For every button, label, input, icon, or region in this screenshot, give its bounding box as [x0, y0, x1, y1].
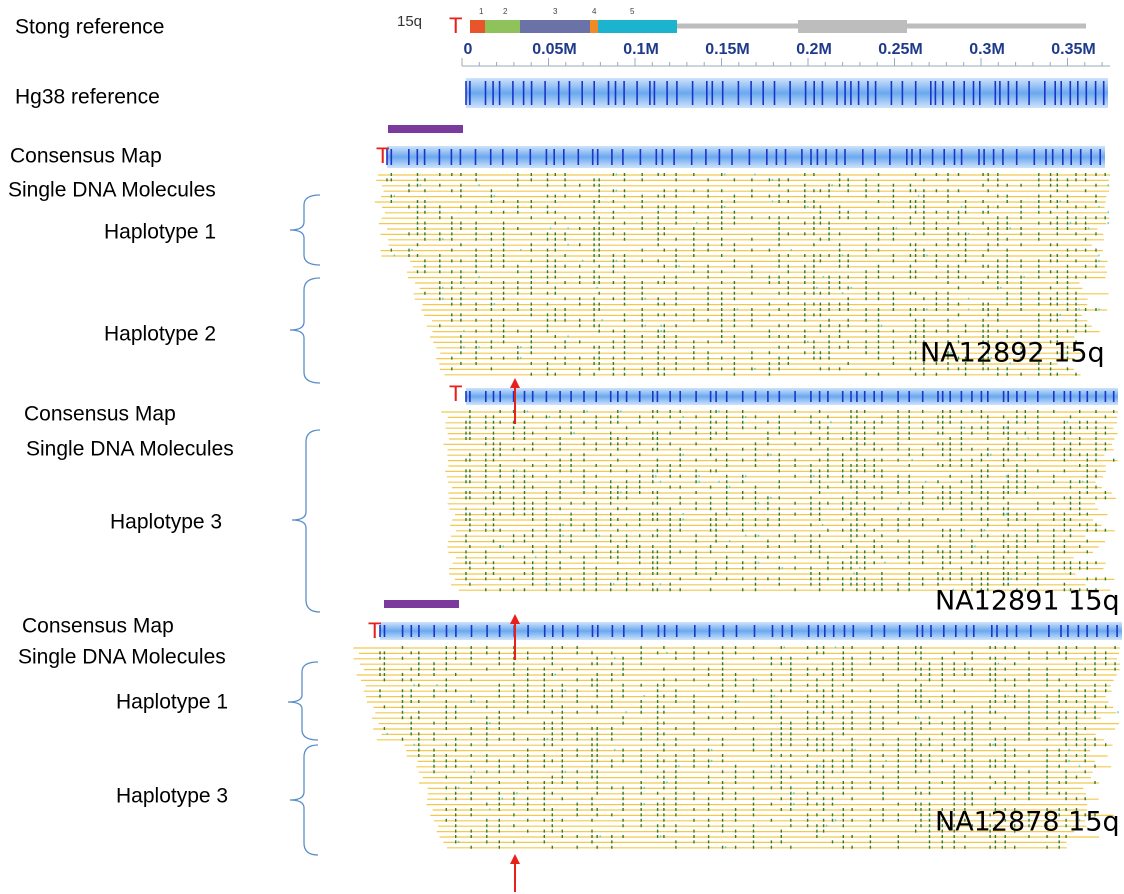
segment-label: 3 — [553, 7, 558, 16]
telomere: T — [449, 381, 462, 406]
map-bar — [380, 622, 1122, 640]
axis-tick-label: 0.35M — [1051, 41, 1095, 58]
consensus-label: Consensus Map — [22, 615, 174, 638]
axis-tick-label: 0 — [464, 41, 473, 58]
haplotype-label: Haplotype 3 — [110, 511, 222, 534]
segment-label: 5 — [630, 7, 635, 16]
stong-bar — [470, 20, 1086, 33]
sample-label: NA12878 15q — [935, 807, 1120, 838]
molecules-label: Single DNA Molecules — [8, 179, 216, 202]
molecules-label: Single DNA Molecules — [18, 646, 226, 669]
stong-label: Stong reference — [15, 16, 164, 39]
axis: 0 0.05M 0.1M 0.15M 0.2M 0.25M 0.3M 0.35M — [462, 41, 1110, 66]
haplotype-label: Haplotype 3 — [116, 785, 228, 808]
segment-label: 2 — [503, 7, 508, 16]
haplotype-label: Haplotype 2 — [104, 323, 216, 346]
axis-tick-label: 0.1M — [623, 41, 659, 58]
segment-label: 1 — [479, 7, 484, 16]
axis-tick-label: 0.15M — [705, 41, 749, 58]
marker-bar — [384, 600, 459, 608]
telomere: T — [376, 143, 389, 168]
marker-bar — [388, 125, 463, 133]
axis-tick-label: 0.3M — [969, 41, 1005, 58]
haplotype-label: Haplotype 1 — [116, 691, 228, 714]
axis-ticks — [462, 58, 1102, 66]
figure: Stong reference 15q T 1 2 3 4 5 Hg38 ref… — [0, 0, 1124, 894]
chromosome: 15q — [397, 13, 422, 30]
telomere: T — [368, 618, 381, 643]
consensus-label: Consensus Map — [24, 403, 176, 426]
map-bar — [466, 388, 1118, 405]
segment-label: 4 — [592, 7, 597, 16]
haplotype-label: Haplotype 1 — [104, 221, 216, 244]
molecules-label: Single DNA Molecules — [26, 438, 234, 461]
map-bar — [466, 78, 1108, 108]
sample-label: NA12892 15q — [920, 338, 1105, 369]
map-bar — [387, 146, 1105, 168]
axis-tick-label: 0.25M — [878, 41, 922, 58]
consensus-label: Consensus Map — [10, 145, 162, 168]
sample-label: NA12891 15q — [935, 586, 1120, 617]
decor — [353, 78, 1122, 849]
telomere: T — [449, 13, 462, 38]
braces — [288, 195, 320, 855]
axis-tick-label: 0.05M — [532, 41, 576, 58]
axis-tick-label: 0.2M — [796, 41, 832, 58]
molecule-labels — [466, 410, 1114, 591]
hg38-label: Hg38 reference — [15, 86, 160, 109]
